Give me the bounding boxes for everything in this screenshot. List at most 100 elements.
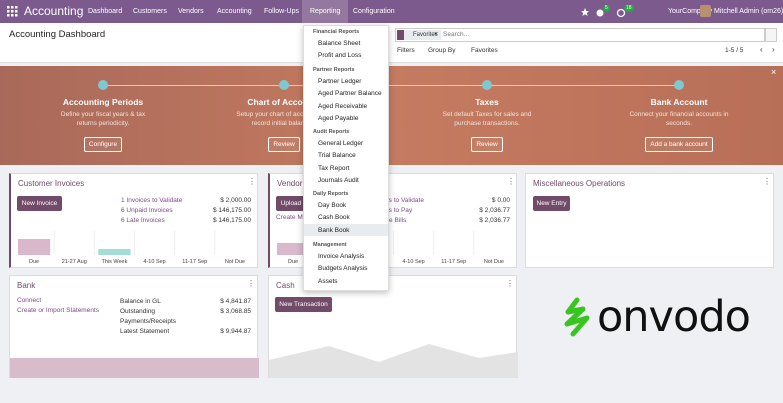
- graph-label: Not Due: [483, 259, 504, 265]
- summary-label: Outstanding Payments/Receipts: [120, 308, 176, 325]
- filters-button[interactable]: Filters: [397, 47, 415, 54]
- user-menu[interactable]: Mitchell Admin (om26): [714, 8, 783, 15]
- card-title[interactable]: Cash: [276, 281, 295, 290]
- menu-dropdown-item[interactable]: Tax Report: [318, 164, 350, 172]
- card-link[interactable]: Create Manually: [276, 214, 324, 221]
- pager-next[interactable]: ›: [772, 45, 775, 54]
- menu-dropdown-item[interactable]: Journals Audit: [318, 176, 359, 184]
- search-box: [395, 28, 765, 42]
- menu-dropdown-item[interactable]: Invoice Analysis: [318, 253, 365, 260]
- step-text: Connect your financial accounts in: [629, 111, 729, 118]
- step-button-label[interactable]: Review: [471, 137, 503, 152]
- step-button-label[interactable]: Review: [268, 137, 300, 152]
- menu-item[interactable]: Customers: [133, 8, 167, 15]
- step-dot: [98, 80, 108, 90]
- step-button-label[interactable]: Configure: [83, 137, 123, 152]
- brand-name: onvodo: [597, 292, 751, 342]
- card-menu[interactable]: ⋮: [507, 177, 515, 186]
- step-text: Set default Taxes for sales and: [442, 111, 532, 118]
- graph-label: 4-10 Sep: [143, 259, 166, 265]
- menu-dropdown-item[interactable]: General Ledger: [318, 140, 364, 147]
- star-icon: [581, 8, 589, 16]
- card-title[interactable]: Vendor Bills: [277, 179, 320, 188]
- graph-label: 4-10 Sep: [402, 259, 425, 265]
- menu-dropdown-item[interactable]: Aged Payable: [318, 114, 359, 122]
- graph-label: 11-17 Sep: [441, 259, 467, 265]
- group-by-button[interactable]: Group By: [428, 47, 456, 54]
- systray-icons: [581, 8, 626, 18]
- app-name[interactable]: Accounting: [24, 4, 84, 18]
- menu-dropdown-item[interactable]: Aged Receivable: [318, 102, 368, 110]
- search-facet: Favorites: [397, 30, 441, 40]
- card-button[interactable]: New Invoice: [17, 196, 62, 211]
- graph-label: This Week: [101, 259, 128, 265]
- menu-item[interactable]: Accounting: [217, 8, 252, 15]
- menu-dropdown-item[interactable]: Budgets Analysis: [318, 265, 368, 273]
- step-text: Setup your chart of accounts and: [236, 111, 332, 118]
- dashboard-card: Cash ⋮ New Transaction: [268, 275, 518, 378]
- clock-icon: [616, 8, 626, 18]
- summary-amount: $ 2,000.00: [220, 197, 251, 204]
- menu-dropdown-item[interactable]: Profit and Loss: [318, 52, 362, 60]
- search-input[interactable]: Search...: [443, 31, 470, 38]
- card-title[interactable]: Bank: [17, 281, 36, 290]
- card-menu[interactable]: ⋮: [763, 177, 771, 186]
- menu-dropdown-item[interactable]: Bank Book: [318, 226, 350, 234]
- menu-section-header: Financial Reports: [313, 29, 360, 35]
- card-menu[interactable]: ⋮: [248, 177, 256, 186]
- card-button[interactable]: New Transaction: [275, 297, 332, 312]
- summary-label[interactable]: 6 Unpaid Invoices: [121, 207, 173, 214]
- menu-item-hover: [304, 223, 388, 236]
- step-title: Accounting Periods: [62, 97, 144, 107]
- step-text: seconds.: [665, 120, 693, 127]
- summary-label[interactable]: 1 Invoices to Validate: [121, 197, 183, 204]
- step-dot: [674, 80, 684, 90]
- area-fill: [269, 344, 518, 378]
- menu-dropdown-item[interactable]: Partner Ledger: [318, 78, 362, 85]
- menu-dropdown-item[interactable]: Trial Balance: [318, 152, 356, 160]
- apps-dot: [11, 10, 14, 13]
- card-link[interactable]: Create or Import Statements: [17, 307, 100, 314]
- menu-item[interactable]: Follow-Ups: [264, 8, 300, 15]
- graph-label: Due: [288, 259, 299, 265]
- summary-amount: $ 4,841.87: [220, 298, 251, 305]
- summary-label[interactable]: Bills to Validate: [380, 197, 424, 204]
- step-title: Taxes: [475, 97, 499, 107]
- card-button[interactable]: Upload: [276, 196, 306, 211]
- step-button-label[interactable]: Add a bank account: [645, 137, 713, 152]
- card-title[interactable]: Miscellaneous Operations: [533, 179, 626, 188]
- card-link[interactable]: Connect: [17, 297, 42, 304]
- summary-amount: $ 9,944.87: [220, 328, 251, 335]
- card-title[interactable]: Customer Invoices: [18, 179, 85, 188]
- menu-item[interactable]: Configuration: [353, 8, 395, 15]
- card-menu[interactable]: ⋮: [247, 279, 255, 288]
- search-button[interactable]: [765, 28, 777, 42]
- step-button: Review: [244, 137, 324, 152]
- card-menu[interactable]: ⋮: [506, 279, 514, 288]
- apps-dot: [11, 14, 14, 17]
- menu-dropdown-item[interactable]: Day Book: [318, 202, 347, 209]
- menu-dropdown-item[interactable]: Balance Sheet: [318, 40, 361, 47]
- menu-dropdown-item[interactable]: Assets: [318, 277, 338, 285]
- company[interactable]: YourCompany: [668, 8, 713, 15]
- summary-amount: $ 3,068.85: [220, 308, 251, 315]
- summary-label[interactable]: Late Bills: [380, 217, 407, 224]
- menu-item[interactable]: Vendors: [178, 8, 204, 15]
- area-graph: [269, 344, 518, 378]
- apps-icon: [7, 6, 18, 17]
- card-button[interactable]: New Entry: [533, 196, 570, 211]
- favorites-button[interactable]: Favorites: [471, 47, 498, 54]
- menu-dropdown-item[interactable]: Aged Partner Balance: [318, 90, 382, 98]
- menu-item[interactable]: Dashboard: [88, 8, 123, 15]
- graph-label: Not Due: [224, 259, 245, 265]
- facet-remove[interactable]: ×: [434, 31, 439, 38]
- summary-label[interactable]: Bills to Pay: [380, 207, 413, 214]
- summary-amount: $ 146,175.00: [213, 217, 251, 224]
- summary-label[interactable]: 6 Late Invoices: [121, 217, 165, 224]
- brand-squiggle: [564, 297, 590, 337]
- menu-dropdown-item[interactable]: Cash Book: [318, 214, 350, 222]
- progress-line: [103, 85, 679, 86]
- pager-prev[interactable]: ‹: [760, 45, 763, 54]
- banner-close[interactable]: ×: [771, 67, 777, 77]
- menu-item[interactable]: Reporting: [310, 8, 341, 15]
